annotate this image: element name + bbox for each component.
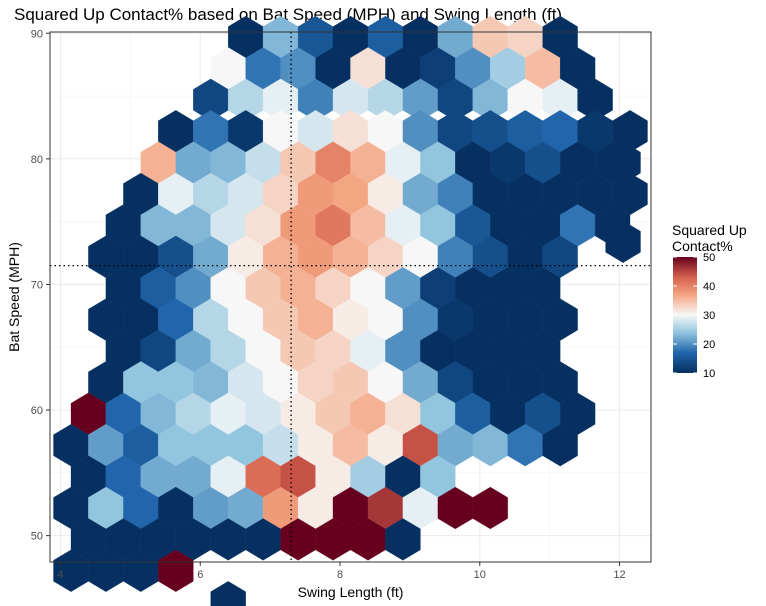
- y-tick-label: 50: [31, 531, 43, 543]
- color-legend: Squared Up Contact% 10 20 30 40 50: [672, 222, 747, 380]
- y-tick-label: 70: [31, 279, 43, 291]
- hex-bin-outlier: [605, 141, 641, 184]
- hex-bin: [158, 549, 194, 592]
- x-tick-label: 12: [613, 569, 625, 581]
- hex-bin: [385, 518, 421, 561]
- hex-bins: [53, 15, 648, 606]
- legend-tick-label: 50: [703, 252, 715, 264]
- legend-tick-label: 40: [703, 281, 715, 293]
- x-axis-ticks: 4 6 8 10 12: [57, 562, 626, 581]
- legend-title-line-2: Contact%: [672, 238, 733, 254]
- legend-title-line-1: Squared Up: [672, 222, 747, 238]
- legend-ticks: 10 20 30 40 50: [673, 252, 715, 380]
- legend-tick-label: 10: [703, 368, 715, 380]
- plot-border: [49, 31, 652, 563]
- y-axis-label: Bat Speed (MPH): [6, 242, 22, 352]
- y-tick-label: 90: [31, 28, 43, 40]
- x-tick-label: 4: [57, 569, 63, 581]
- x-tick-label: 8: [337, 569, 343, 581]
- legend-tick-label: 20: [703, 339, 715, 351]
- y-tick-label: 80: [31, 154, 43, 166]
- x-axis-label: Swing Length (ft): [298, 584, 404, 600]
- legend-tick-label: 30: [703, 310, 715, 322]
- reference-lines: [50, 32, 651, 562]
- x-tick-label: 10: [474, 569, 486, 581]
- hex-bin: [210, 581, 246, 606]
- y-tick-label: 60: [31, 405, 43, 417]
- x-tick-label: 6: [197, 569, 203, 581]
- hex-bin: [472, 486, 508, 530]
- hex-bin: [542, 424, 578, 467]
- hex-bin-outlier: [605, 220, 641, 263]
- y-axis-ticks: 50 60 70 80 90: [31, 28, 50, 543]
